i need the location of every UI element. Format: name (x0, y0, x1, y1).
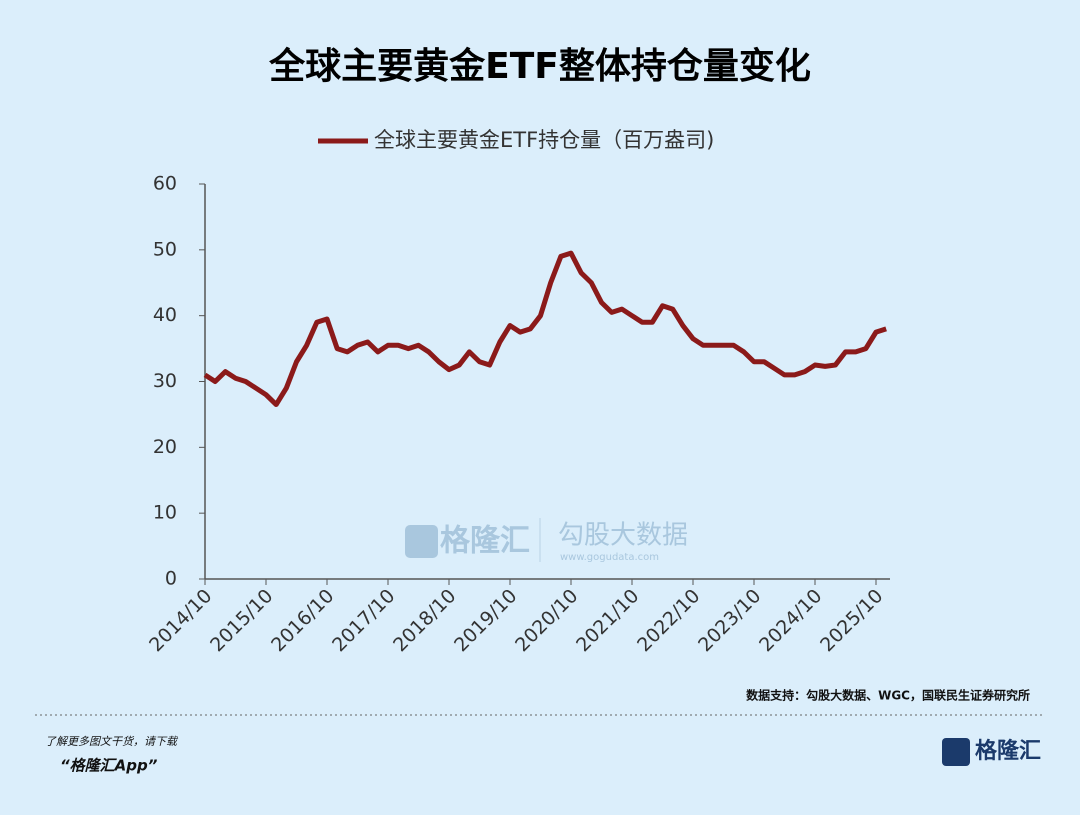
y-tick-label: 50 (153, 238, 177, 260)
y-tick-label: 60 (153, 173, 177, 195)
footer-app: “格隆汇App” (60, 757, 158, 775)
y-tick-label: 40 (153, 304, 177, 326)
data-line (203, 250, 887, 408)
watermark: 格隆汇 (440, 524, 530, 559)
chart-title: 全球主要黄金ETF整体持仓量变化 (268, 45, 811, 87)
footer-note: 了解更多图文干货，请下载 (45, 735, 179, 748)
watermark: www.gogudata.com (560, 552, 659, 563)
legend-label: 全球主要黄金ETF持仓量（百万盎司) (374, 128, 714, 152)
source-note: 数据支持：勾股大数据、WGC，国联民生证券研究所 (746, 688, 1030, 703)
footer-logo-icon (942, 738, 970, 766)
watermark-logo (405, 525, 438, 558)
y-tick-label: 10 (153, 502, 177, 524)
y-tick-label: 0 (165, 568, 177, 590)
footer-logo: 格隆汇 (975, 738, 1041, 764)
watermark: 勾股大数据 (558, 521, 688, 551)
y-tick-label: 20 (153, 436, 177, 458)
y-tick-label: 30 (153, 370, 177, 392)
